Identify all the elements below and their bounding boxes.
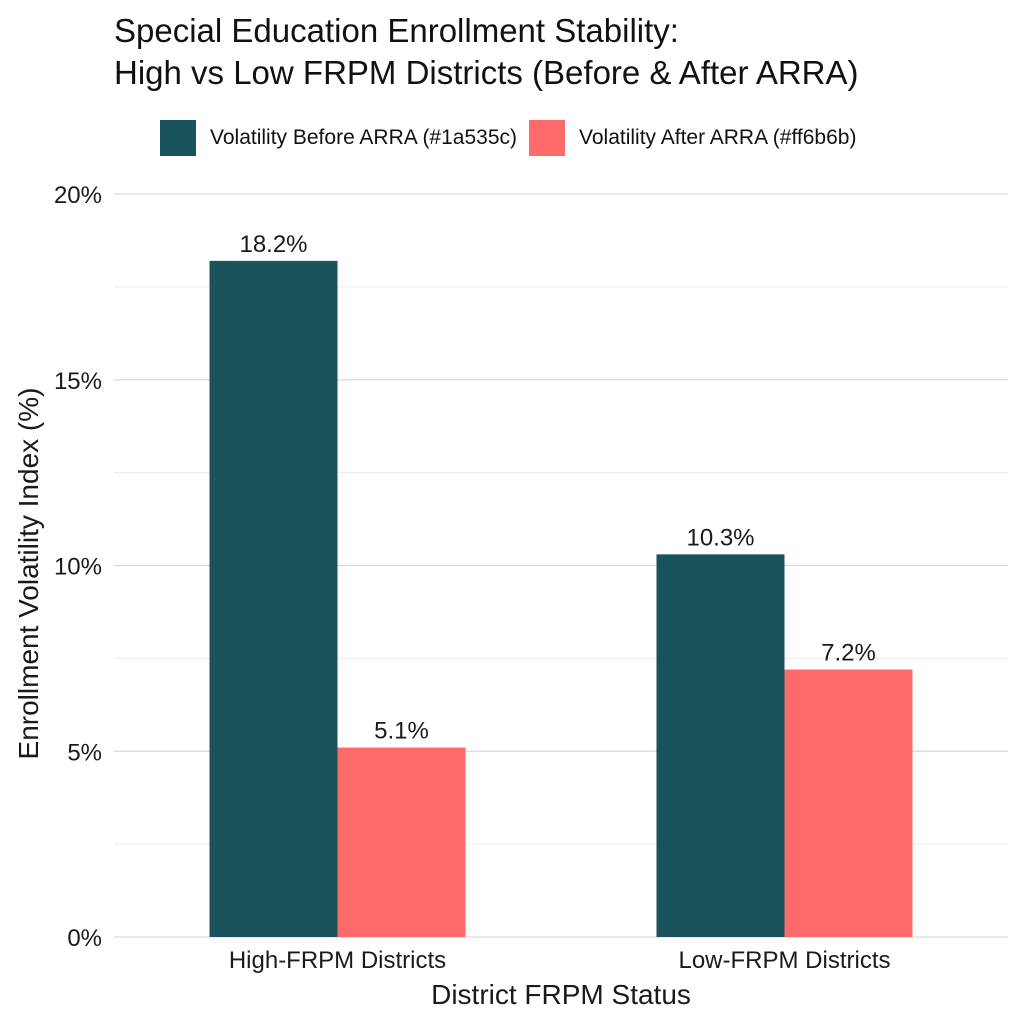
y-tick-label: 5% xyxy=(67,739,102,766)
bar-data-label: 7.2% xyxy=(821,640,876,667)
chart-title-line-2: High vs Low FRPM Districts (Before & Aft… xyxy=(114,54,859,91)
legend-swatch-after xyxy=(529,120,566,156)
y-tick-label: 15% xyxy=(54,368,102,395)
legend-label-before: Volatility Before ARRA (#1a535c) xyxy=(210,126,518,149)
x-tick-label: Low-FRPM Districts xyxy=(678,947,890,974)
y-tick-label: 10% xyxy=(54,554,102,581)
legend-item-after: Volatility After ARRA (#ff6b6b) xyxy=(529,120,856,156)
bar-data-label: 5.1% xyxy=(374,718,429,745)
chart-title: Special Education Enrollment Stability: … xyxy=(114,10,1014,94)
bar-after-0 xyxy=(337,747,466,937)
x-tick-label: High-FRPM Districts xyxy=(229,947,446,974)
chart-legend: Volatility Before ARRA (#1a535c) Volatil… xyxy=(160,120,868,156)
bar-after-1 xyxy=(784,669,913,937)
legend-label-after: Volatility After ARRA (#ff6b6b) xyxy=(579,126,857,149)
bar-before-0 xyxy=(209,260,338,937)
bar-data-label: 10.3% xyxy=(686,524,754,551)
y-axis-title: Enrollment Volatility Index (%) xyxy=(13,388,44,760)
bar-before-1 xyxy=(656,554,785,937)
y-tick-label: 0% xyxy=(67,925,102,952)
y-tick-label: 20% xyxy=(54,182,102,209)
legend-item-before: Volatility Before ARRA (#1a535c) xyxy=(160,120,517,156)
x-axis-title: District FRPM Status xyxy=(431,979,691,1010)
chart-title-line-1: Special Education Enrollment Stability: xyxy=(114,12,679,49)
bar-data-label: 18.2% xyxy=(239,231,307,258)
legend-swatch-before xyxy=(160,120,196,156)
